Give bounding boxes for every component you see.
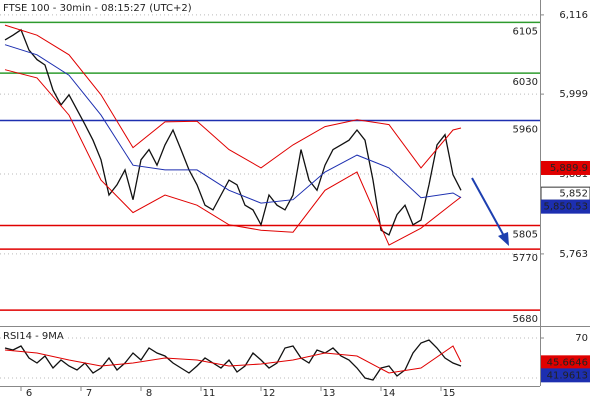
x-tick-label: 13	[323, 388, 336, 399]
level-label: 5680	[513, 314, 538, 325]
y-tick-label: 5,763	[559, 249, 588, 260]
title-bg	[1, 1, 196, 14]
level-label: 5960	[513, 125, 538, 136]
price-tag-label: 5,850.53	[543, 202, 588, 213]
arrow-head	[498, 232, 509, 246]
x-tick-label: 14	[383, 388, 396, 399]
forecast-arrow	[471, 177, 509, 246]
x-tick-label: 12	[263, 388, 276, 399]
series-line	[4, 24, 462, 169]
series-line	[4, 44, 462, 204]
price-tag-label: 41.9613	[547, 370, 588, 381]
chart-title: RSI14 - 9MA	[3, 331, 64, 342]
title-bg	[1, 329, 68, 342]
chart-title: FTSE 100 - 30min - 08:15:27 (UTC+2)	[3, 3, 192, 14]
price-tag-label: 5,889.9	[550, 163, 588, 174]
x-tick-label: 15	[443, 388, 456, 399]
y-tick-label: 6,116	[559, 10, 588, 21]
series-line	[4, 28, 462, 236]
y-tick-label: 70	[575, 333, 588, 344]
series-line	[4, 345, 462, 374]
arrow-shaft	[471, 177, 505, 237]
price-tag-label: 45.6646	[547, 357, 588, 368]
series-line	[4, 69, 462, 246]
x-tick-label: 11	[203, 388, 216, 399]
x-tick-label: 7	[86, 388, 92, 399]
level-label: 5770	[513, 253, 538, 264]
level-label: 5805	[513, 229, 538, 240]
price-tag-label: 5,852	[559, 189, 588, 200]
level-label: 6030	[513, 77, 538, 88]
x-tick-label: 6	[26, 388, 32, 399]
y-tick-label: 5,999	[559, 89, 588, 100]
level-label: 6105	[513, 26, 538, 37]
x-tick-label: 8	[146, 388, 152, 399]
